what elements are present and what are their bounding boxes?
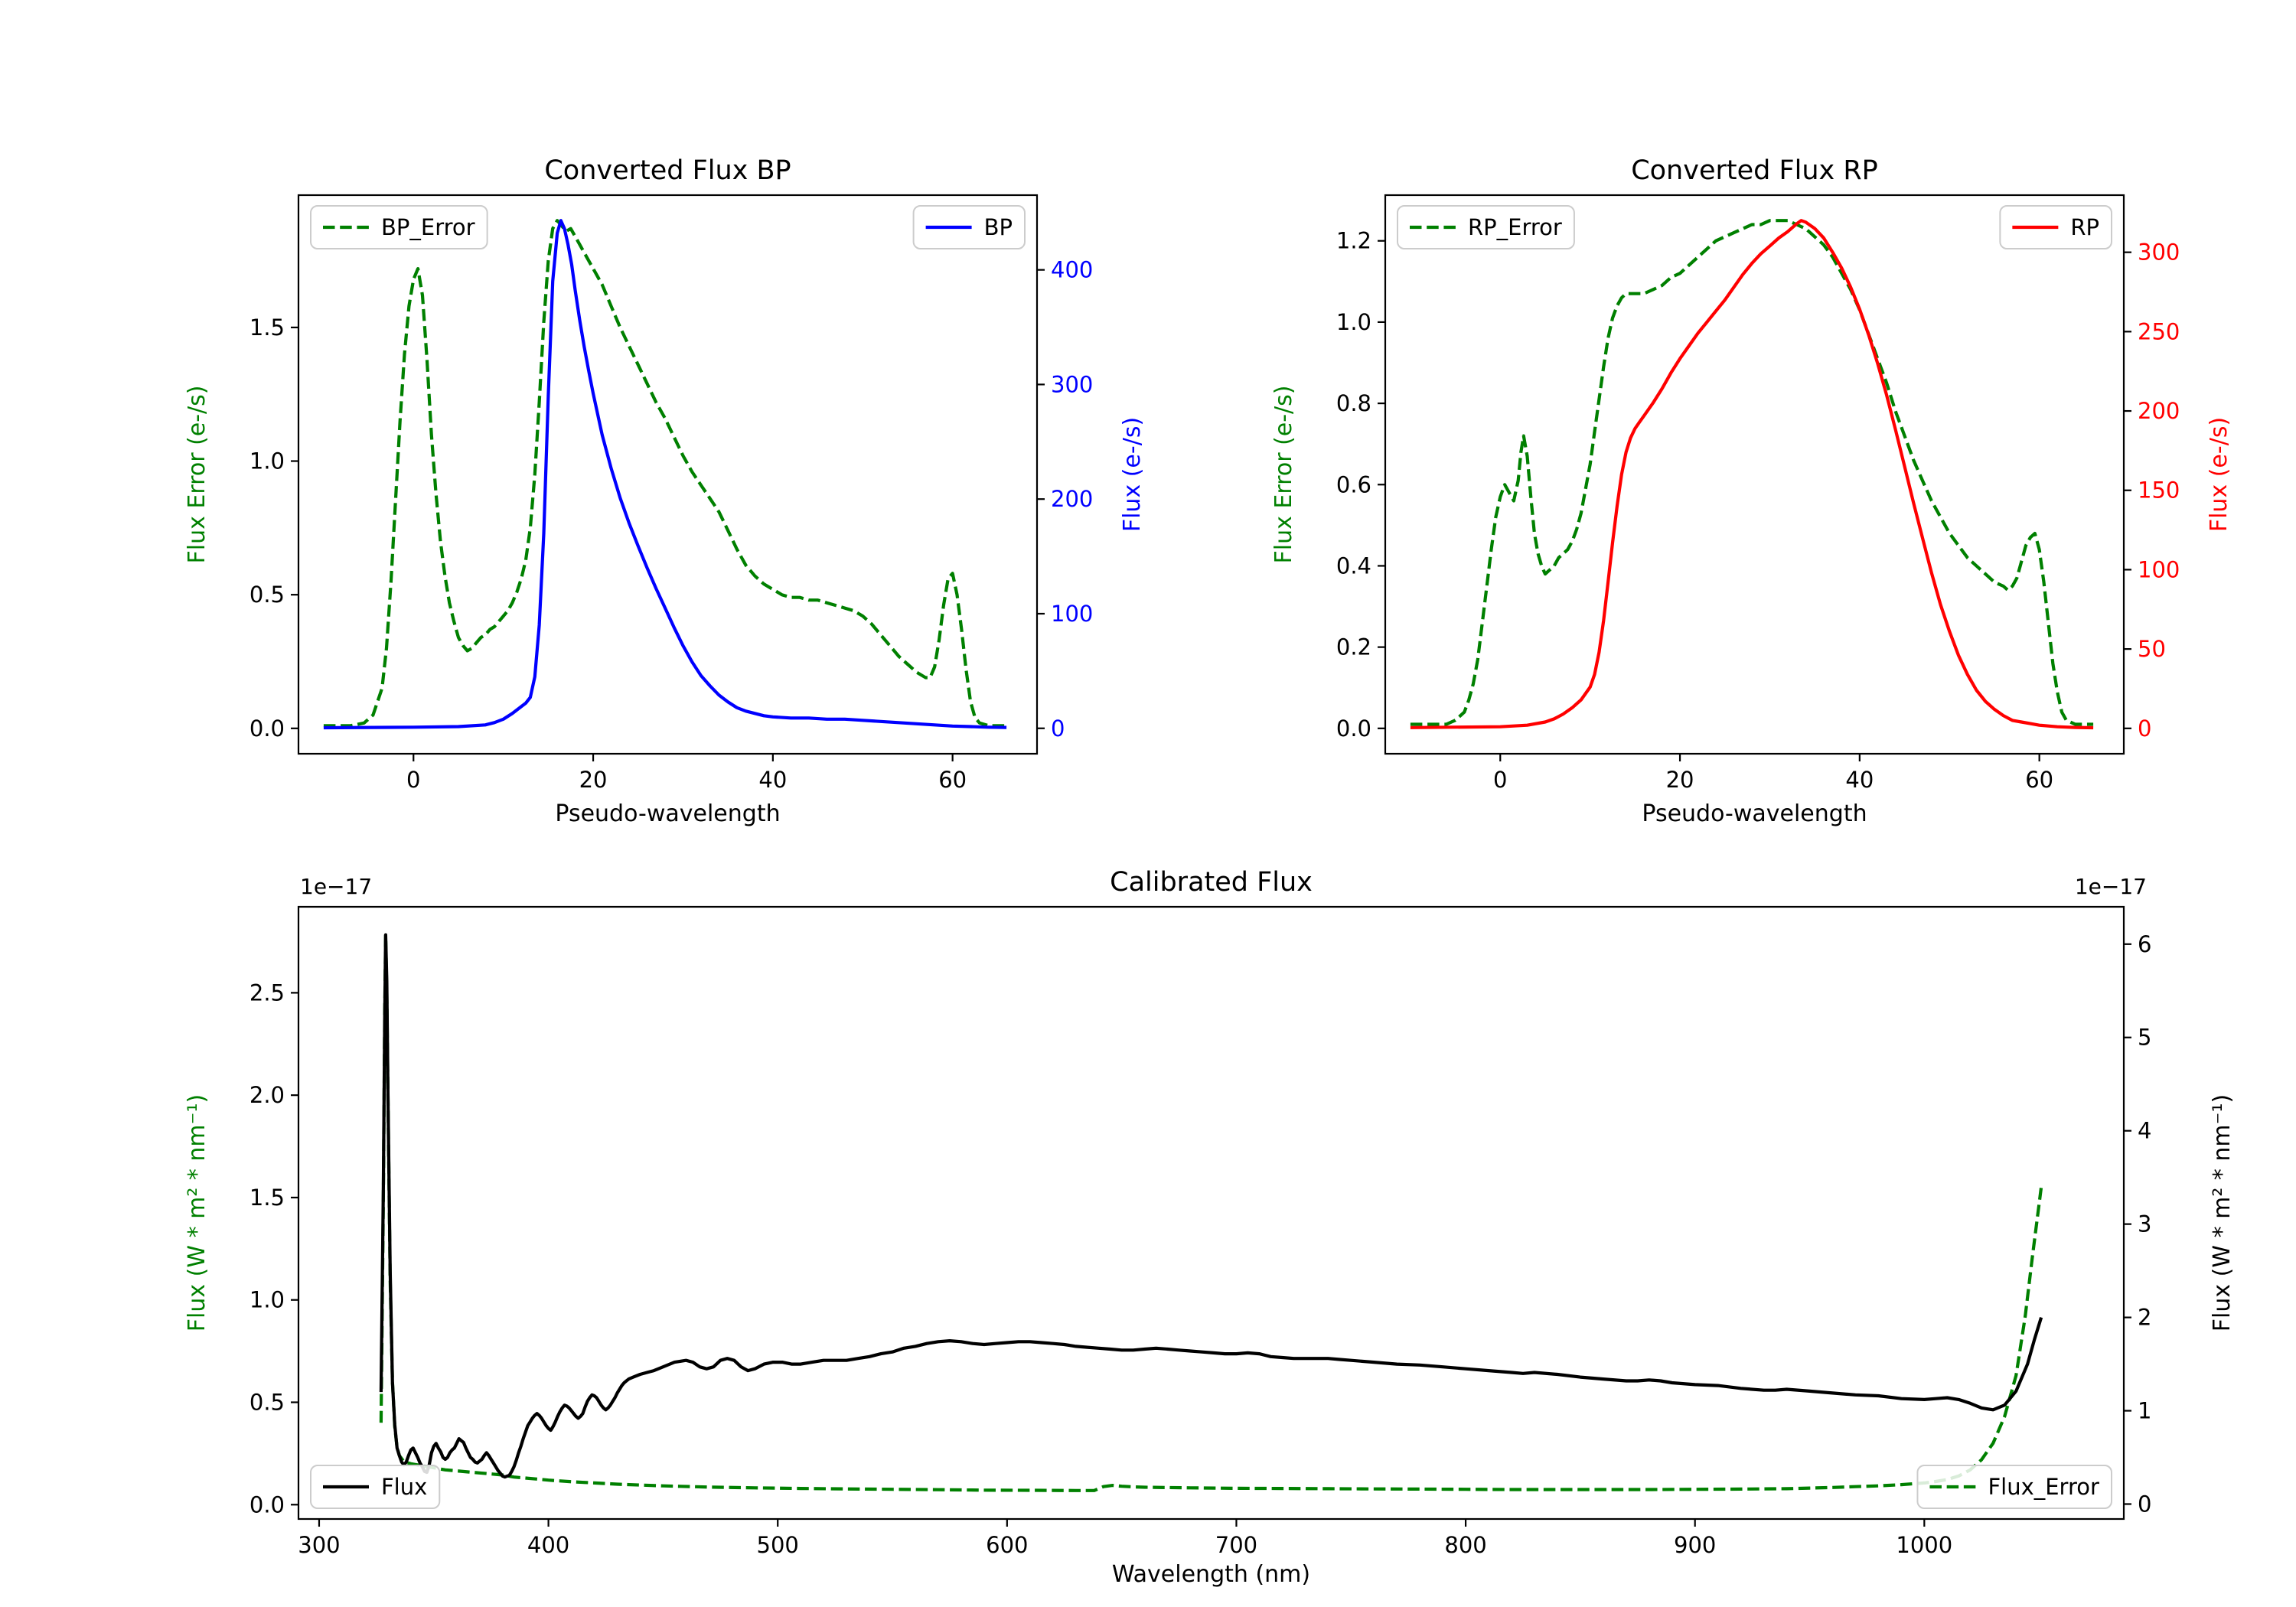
series-layer <box>379 933 2043 1492</box>
y-left-tick-label: 1.5 <box>249 1185 285 1211</box>
subplot3-right-offset-text: 1e−17 <box>2074 874 2147 899</box>
x-tick-label: 0 <box>406 767 420 793</box>
subplot2-xlabel: Pseudo-wavelength <box>1642 800 1867 827</box>
y-right-tick-label: 5 <box>2138 1025 2151 1051</box>
legend-box <box>310 205 488 249</box>
subplot2-title: Converted Flux RP <box>1631 155 1878 186</box>
subplot2-ylabel-right: Flux (e-/s) <box>2206 416 2232 533</box>
y-right-tick-label: 200 <box>1051 486 1093 512</box>
y-right-tick-label: 250 <box>2138 318 2180 344</box>
y-left-tick-label: 1.5 <box>249 315 285 341</box>
flux-error-curve <box>379 934 2043 1492</box>
y-left-tick-label: 0.8 <box>1336 390 1371 416</box>
legend-box <box>1916 1465 2112 1509</box>
subplot-1: 0 20 40 60 0.0 0.5 1.0 1.5 0 100 200 300 400 BP_Error… <box>249 194 1093 793</box>
subplot-3: 300 400 500 600 700 800 900 1000 0.0 0.5 1.0 1.5 2.0… <box>249 905 2151 1558</box>
x-tick-label: 500 <box>757 1532 799 1558</box>
x-tick-label: 20 <box>579 767 608 793</box>
x-tick-label: 600 <box>986 1532 1028 1558</box>
subplot1-xlabel: Pseudo-wavelength <box>555 800 781 827</box>
x-tick-label: 800 <box>1444 1532 1486 1558</box>
x-tick-label: 300 <box>298 1532 340 1558</box>
x-tick-label: 40 <box>1845 767 1874 793</box>
x-tick-label: 1000 <box>1896 1532 1952 1558</box>
y-left-tick-label: 0.0 <box>249 1491 285 1517</box>
y-left-tick-label: 0.0 <box>249 715 285 742</box>
y-right-tick-label: 3 <box>2138 1211 2151 1237</box>
subplot1-ylabel-left: Flux Error (e-/s) <box>184 385 210 564</box>
x-tick-label: 700 <box>1215 1532 1257 1558</box>
y-right-tick-label: 400 <box>1051 257 1093 283</box>
subplot1-title: Converted Flux BP <box>544 155 791 186</box>
x-tick-label: 900 <box>1674 1532 1716 1558</box>
subplot-2: 0 20 40 60 0.0 0.2 0.4 0.6 0.8 1.0 1.2 0 50 100 150 200… <box>1336 194 2180 793</box>
legend-label-bp-error: BP_Error <box>381 214 475 240</box>
legend-label-flux: Flux <box>381 1474 427 1500</box>
x-tick-label: 40 <box>758 767 787 793</box>
series-layer <box>323 219 1007 730</box>
bp-error-curve <box>323 219 1007 728</box>
subplot3-xlabel: Wavelength (nm) <box>1111 1561 1311 1588</box>
x-tick-label: 400 <box>527 1532 569 1558</box>
x-tick-label: 0 <box>1493 767 1507 793</box>
y-right-tick-label: 100 <box>1051 601 1093 627</box>
x-tick-label: 20 <box>1666 767 1694 793</box>
y-left-tick-label: 0.5 <box>249 582 285 608</box>
y-right-tick-label: 150 <box>2138 478 2180 504</box>
legend-box <box>310 1465 441 1509</box>
legend-label-rp-error: RP_Error <box>1468 214 1562 240</box>
y-right-tick-label: 300 <box>1051 371 1093 397</box>
y-right-tick-label: 4 <box>2138 1118 2151 1144</box>
y-right-tick-label: 2 <box>2138 1305 2151 1331</box>
y-right-tick-label: 0 <box>2138 715 2151 742</box>
y-left-tick-label: 1.0 <box>1336 309 1371 335</box>
y-right-tick-label: 1 <box>2138 1398 2151 1424</box>
x-tick-label: 60 <box>2025 767 2053 793</box>
x-tick-label: 60 <box>938 767 967 793</box>
subplot3-title: Calibrated Flux <box>1110 867 1313 898</box>
y-right-tick-label: 100 <box>2138 556 2180 582</box>
axes-frame <box>297 194 1039 755</box>
flux-curve <box>379 933 2043 1479</box>
subplot3-left-offset-text: 1e−17 <box>300 874 373 899</box>
subplot3-ylabel-right: Flux (W * m² * nm⁻¹) <box>2209 1094 2236 1332</box>
subplot1-ylabel-right: Flux (e-/s) <box>1119 416 1146 533</box>
legend-label-bp: BP <box>984 214 1013 240</box>
y-left-tick-label: 0.0 <box>1336 715 1371 742</box>
y-left-tick-label: 1.2 <box>1336 228 1371 254</box>
subplot3-ylabel-left: Flux (W * m² * nm⁻¹) <box>184 1094 210 1332</box>
series-layer <box>1410 219 2094 730</box>
rp-curve <box>1410 219 2094 730</box>
y-right-tick-label: 50 <box>2138 636 2166 662</box>
y-left-tick-label: 0.5 <box>249 1389 285 1415</box>
y-left-tick-label: 0.4 <box>1336 553 1371 579</box>
legend-label-rp: RP <box>2070 214 2099 240</box>
axes-frame <box>297 905 2125 1521</box>
rp-error-curve <box>1410 219 2094 726</box>
y-right-tick-label: 300 <box>2138 240 2180 266</box>
subplot2-ylabel-left: Flux Error (e-/s) <box>1270 385 1297 564</box>
y-left-tick-label: 1.0 <box>249 448 285 474</box>
y-right-tick-label: 200 <box>2138 398 2180 424</box>
legend-box <box>1397 205 1575 249</box>
y-right-tick-label: 6 <box>2138 931 2151 957</box>
y-left-tick-label: 2.5 <box>249 980 285 1006</box>
y-left-tick-label: 0.2 <box>1336 634 1371 660</box>
bp-curve <box>323 219 1007 730</box>
y-left-tick-label: 0.6 <box>1336 471 1371 497</box>
y-right-tick-label: 0 <box>2138 1491 2151 1517</box>
y-left-tick-label: 1.0 <box>249 1287 285 1313</box>
y-left-tick-label: 2.0 <box>249 1082 285 1108</box>
y-right-tick-label: 0 <box>1051 715 1065 742</box>
legend-label-flux-error: Flux_Error <box>1988 1474 2099 1500</box>
axes-frame <box>1384 194 2125 755</box>
